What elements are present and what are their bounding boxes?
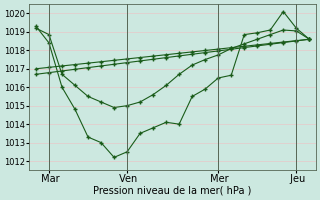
X-axis label: Pression niveau de la mer( hPa ): Pression niveau de la mer( hPa )	[93, 186, 252, 196]
